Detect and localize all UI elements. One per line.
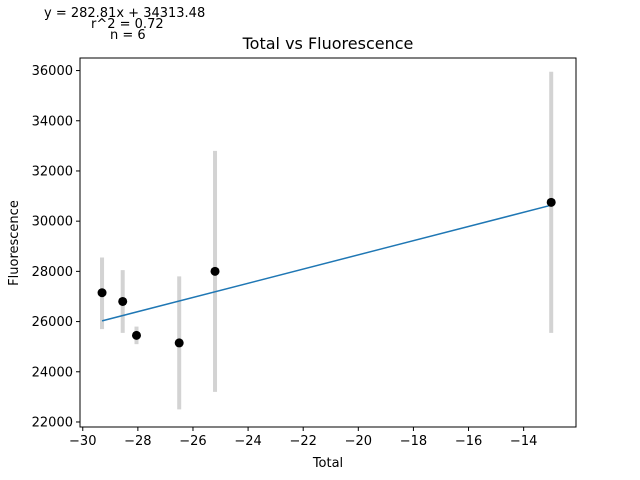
x-tick-label-4: −22 (289, 434, 316, 449)
y-tick-label-2: 26000 (32, 315, 73, 330)
x-tick-label-6: −18 (400, 434, 427, 449)
fit-line-layer (101, 204, 552, 322)
n-count-annotation: n = 6 (110, 28, 146, 43)
x-axis: −30 −28 −26 −24 −22 −20 −18 −16 −14 (69, 427, 537, 449)
x-tick-label-3: −24 (234, 434, 261, 449)
data-point-1 (118, 296, 128, 306)
y-tick-label-1: 24000 (32, 365, 73, 380)
r-squared-annotation: r^2 = 0.72 (91, 17, 164, 32)
x-tick-label-1: −28 (124, 434, 151, 449)
y-tick-label-4: 30000 (32, 215, 73, 230)
chart-title: Total vs Fluorescence (242, 34, 414, 53)
data-point-2 (131, 330, 141, 340)
x-tick-label-8: −14 (510, 434, 537, 449)
fit-equation-annotation: y = 282.81x + 34313.48 (44, 6, 205, 21)
annotation-block: y = 282.81x + 34313.48 r^2 = 0.72 n = 6 (44, 6, 205, 43)
x-tick-label-7: −16 (455, 434, 482, 449)
x-tick-label-0: −30 (69, 434, 96, 449)
plot-frame (79, 57, 577, 428)
y-tick-label-7: 36000 (32, 64, 73, 79)
x-tick-label-2: −26 (179, 434, 206, 449)
y-axis: 22000 24000 26000 28000 30000 32000 34000 36000 (32, 64, 80, 430)
x-tick-label-5: −20 (345, 434, 372, 449)
data-point-0 (97, 288, 107, 298)
y-tick-label-6: 34000 (32, 114, 73, 129)
fit-line (101, 204, 552, 322)
y-axis-label: Fluorescence (7, 200, 22, 286)
data-point-3 (174, 338, 184, 348)
x-axis-label: Total (312, 456, 343, 471)
data-point-4 (210, 266, 220, 276)
y-tick-label-3: 28000 (32, 265, 73, 280)
errorbar-layer (100, 71, 554, 410)
points-layer (97, 197, 556, 348)
y-tick-label-0: 22000 (32, 415, 73, 430)
y-tick-label-5: 32000 (32, 164, 73, 179)
data-point-5 (546, 197, 556, 207)
